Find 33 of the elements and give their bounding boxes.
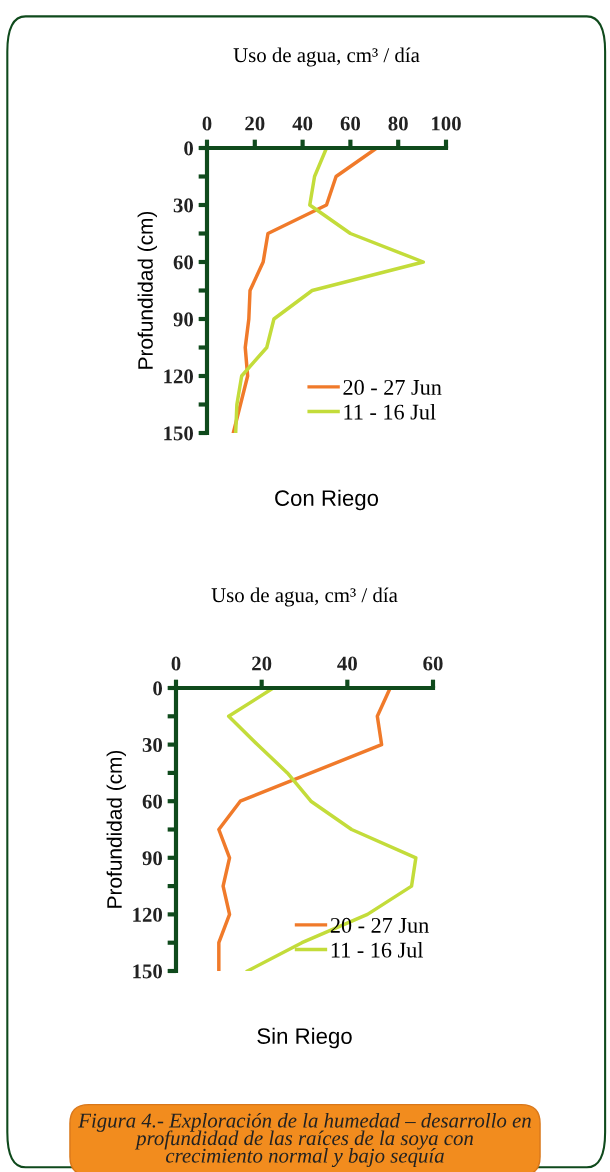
- text: Sin Riego: [257, 1027, 352, 1049]
- x-tick-label: 80: [388, 116, 408, 131]
- y-tick-label: 120: [133, 907, 163, 922]
- x-axis-title: Uso de agua, cm³ / día: [233, 47, 420, 67]
- y-tick-label: 30: [173, 198, 194, 213]
- text: Con Riego: [275, 489, 379, 511]
- y-tick-label: 60: [142, 794, 163, 809]
- y-tick-label: 60: [173, 255, 194, 270]
- x-tick-label: 100: [432, 116, 461, 131]
- y-tick-label: 90: [173, 312, 194, 327]
- legend-label: 11 - 16 Jul: [344, 403, 436, 420]
- x-tick-label: 20: [245, 116, 265, 131]
- y-tick-label: 90: [142, 851, 163, 866]
- x-tick-label: 60: [340, 116, 361, 131]
- x-tick-label: 60: [423, 656, 443, 671]
- y-tick-label: 30: [142, 737, 163, 753]
- y-axis-title: Profundidad (cm): [137, 211, 157, 369]
- legend-label: 11 - 16 Jul: [331, 941, 424, 958]
- x-tick-label: 20: [252, 656, 272, 671]
- x-tick-label: 40: [292, 116, 313, 131]
- x-tick-label: 0: [202, 116, 212, 131]
- y-tick-label: 0: [153, 681, 163, 696]
- x-axis-title: Uso de agua, cm³ / día: [211, 587, 398, 607]
- y-tick-label: 150: [133, 964, 163, 979]
- y-axis-title: Profundidad (cm): [106, 750, 126, 908]
- y-tick-label: 150: [164, 426, 194, 441]
- text: Figura 4.- Exploración de la humedad – desarrollo en profundidad de las raíces de la soya con crecimiento normal y bajo sequía: [78, 1112, 531, 1168]
- line-series: [231, 148, 379, 433]
- y-tick-label: 0: [184, 141, 194, 156]
- line-series: [217, 688, 392, 971]
- x-tick-label: 40: [337, 656, 357, 671]
- y-tick-label: 120: [164, 369, 194, 384]
- legend-label: 20 - 27 Jun: [343, 379, 442, 395]
